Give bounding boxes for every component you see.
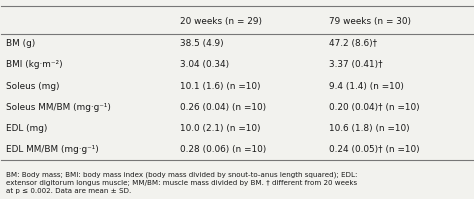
- Text: 0.24 (0.05)† (n =10): 0.24 (0.05)† (n =10): [329, 145, 419, 154]
- Text: 79 weeks (n = 30): 79 weeks (n = 30): [329, 17, 411, 26]
- Text: 20 weeks (n = 29): 20 weeks (n = 29): [181, 17, 263, 26]
- Text: EDL MM/BM (mg·g⁻¹): EDL MM/BM (mg·g⁻¹): [6, 145, 99, 154]
- Text: 10.1 (1.6) (n =10): 10.1 (1.6) (n =10): [181, 82, 261, 91]
- Text: 3.37 (0.41)†: 3.37 (0.41)†: [329, 60, 383, 69]
- Text: 0.26 (0.04) (n =10): 0.26 (0.04) (n =10): [181, 103, 266, 112]
- Text: 9.4 (1.4) (n =10): 9.4 (1.4) (n =10): [329, 82, 404, 91]
- Text: 3.04 (0.34): 3.04 (0.34): [181, 60, 229, 69]
- Text: 0.28 (0.06) (n =10): 0.28 (0.06) (n =10): [181, 145, 267, 154]
- Text: BM (g): BM (g): [6, 39, 36, 48]
- Text: 38.5 (4.9): 38.5 (4.9): [181, 39, 224, 48]
- Text: EDL (mg): EDL (mg): [6, 124, 47, 133]
- Text: 10.0 (2.1) (n =10): 10.0 (2.1) (n =10): [181, 124, 261, 133]
- Text: Soleus MM/BM (mg·g⁻¹): Soleus MM/BM (mg·g⁻¹): [6, 103, 111, 112]
- Text: 47.2 (8.6)†: 47.2 (8.6)†: [329, 39, 377, 48]
- Text: BM: Body mass; BMI: body mass index (body mass divided by snout-to-anus length s: BM: Body mass; BMI: body mass index (bod…: [6, 171, 357, 194]
- Text: BMI (kg·m⁻²): BMI (kg·m⁻²): [6, 60, 63, 69]
- Text: 10.6 (1.8) (n =10): 10.6 (1.8) (n =10): [329, 124, 410, 133]
- Text: 0.20 (0.04)† (n =10): 0.20 (0.04)† (n =10): [329, 103, 419, 112]
- Text: Soleus (mg): Soleus (mg): [6, 82, 60, 91]
